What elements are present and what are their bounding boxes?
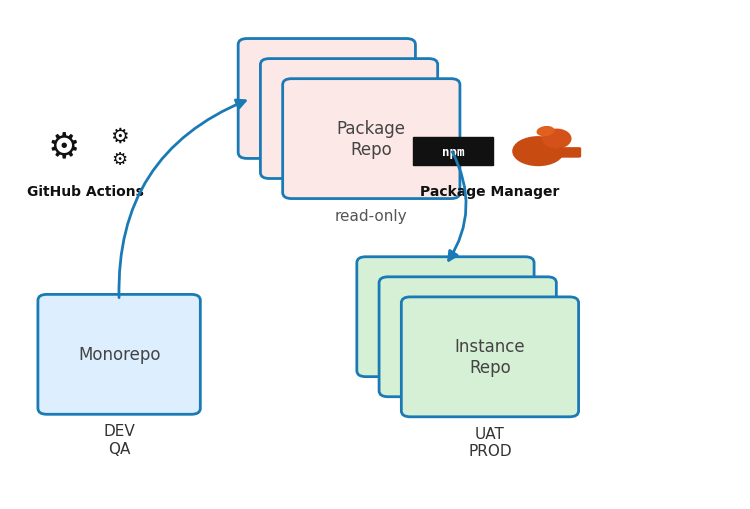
Text: read-only: read-only xyxy=(335,208,407,223)
Ellipse shape xyxy=(536,127,555,137)
FancyBboxPatch shape xyxy=(260,60,438,179)
FancyBboxPatch shape xyxy=(379,277,556,397)
Text: Package Manager: Package Manager xyxy=(420,184,560,199)
FancyBboxPatch shape xyxy=(413,138,493,166)
FancyBboxPatch shape xyxy=(38,295,200,414)
Ellipse shape xyxy=(542,129,572,149)
FancyBboxPatch shape xyxy=(283,79,460,199)
FancyBboxPatch shape xyxy=(357,257,534,377)
Text: GitHub Actions: GitHub Actions xyxy=(27,184,144,199)
Text: ⚙: ⚙ xyxy=(110,127,128,147)
Text: ⚙: ⚙ xyxy=(111,150,128,168)
FancyBboxPatch shape xyxy=(401,297,578,417)
Text: Package
Repo: Package Repo xyxy=(337,120,406,159)
FancyBboxPatch shape xyxy=(558,148,581,158)
Text: npm: npm xyxy=(442,146,464,158)
Text: ⚙: ⚙ xyxy=(47,130,80,164)
Ellipse shape xyxy=(512,137,564,167)
Text: Monorepo: Monorepo xyxy=(78,346,160,363)
Text: Instance
Repo: Instance Repo xyxy=(454,338,525,377)
Text: UAT
PROD: UAT PROD xyxy=(468,426,512,458)
FancyBboxPatch shape xyxy=(238,40,416,159)
Text: DEV
QA: DEV QA xyxy=(104,423,135,456)
